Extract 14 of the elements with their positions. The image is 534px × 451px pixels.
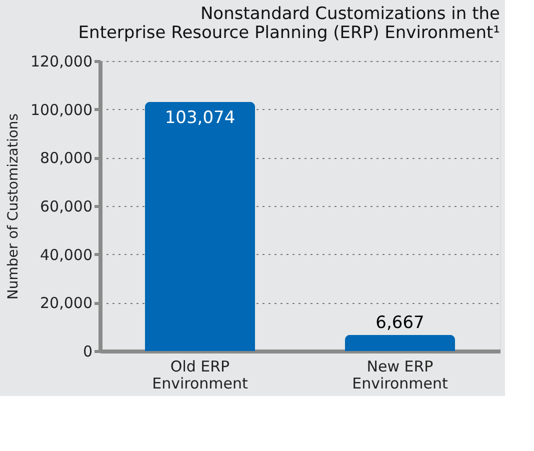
data-label: 103,074 bbox=[164, 108, 236, 128]
y-tick-label: 0 bbox=[82, 342, 92, 360]
y-tick-label: 100,000 bbox=[30, 100, 92, 119]
y-tick-label: 60,000 bbox=[40, 198, 92, 216]
y-tick-label: 80,000 bbox=[40, 149, 92, 168]
y-tick-label: 20,000 bbox=[40, 294, 92, 312]
text: Nonstandard Customizations in the bbox=[200, 4, 500, 24]
x-tick-label: Old ERP Environment bbox=[152, 358, 248, 392]
text: Enterprise Resource Planning (ERP) Environment¹ bbox=[78, 23, 500, 43]
y-tick-label: 120,000 bbox=[30, 52, 92, 70]
y-tick-label: 40,000 bbox=[40, 246, 92, 264]
data-label: 6,667 bbox=[376, 312, 424, 333]
y-axis-title: Number of Customizations bbox=[5, 113, 22, 300]
x-tick-label: New ERP Environment bbox=[352, 358, 448, 392]
